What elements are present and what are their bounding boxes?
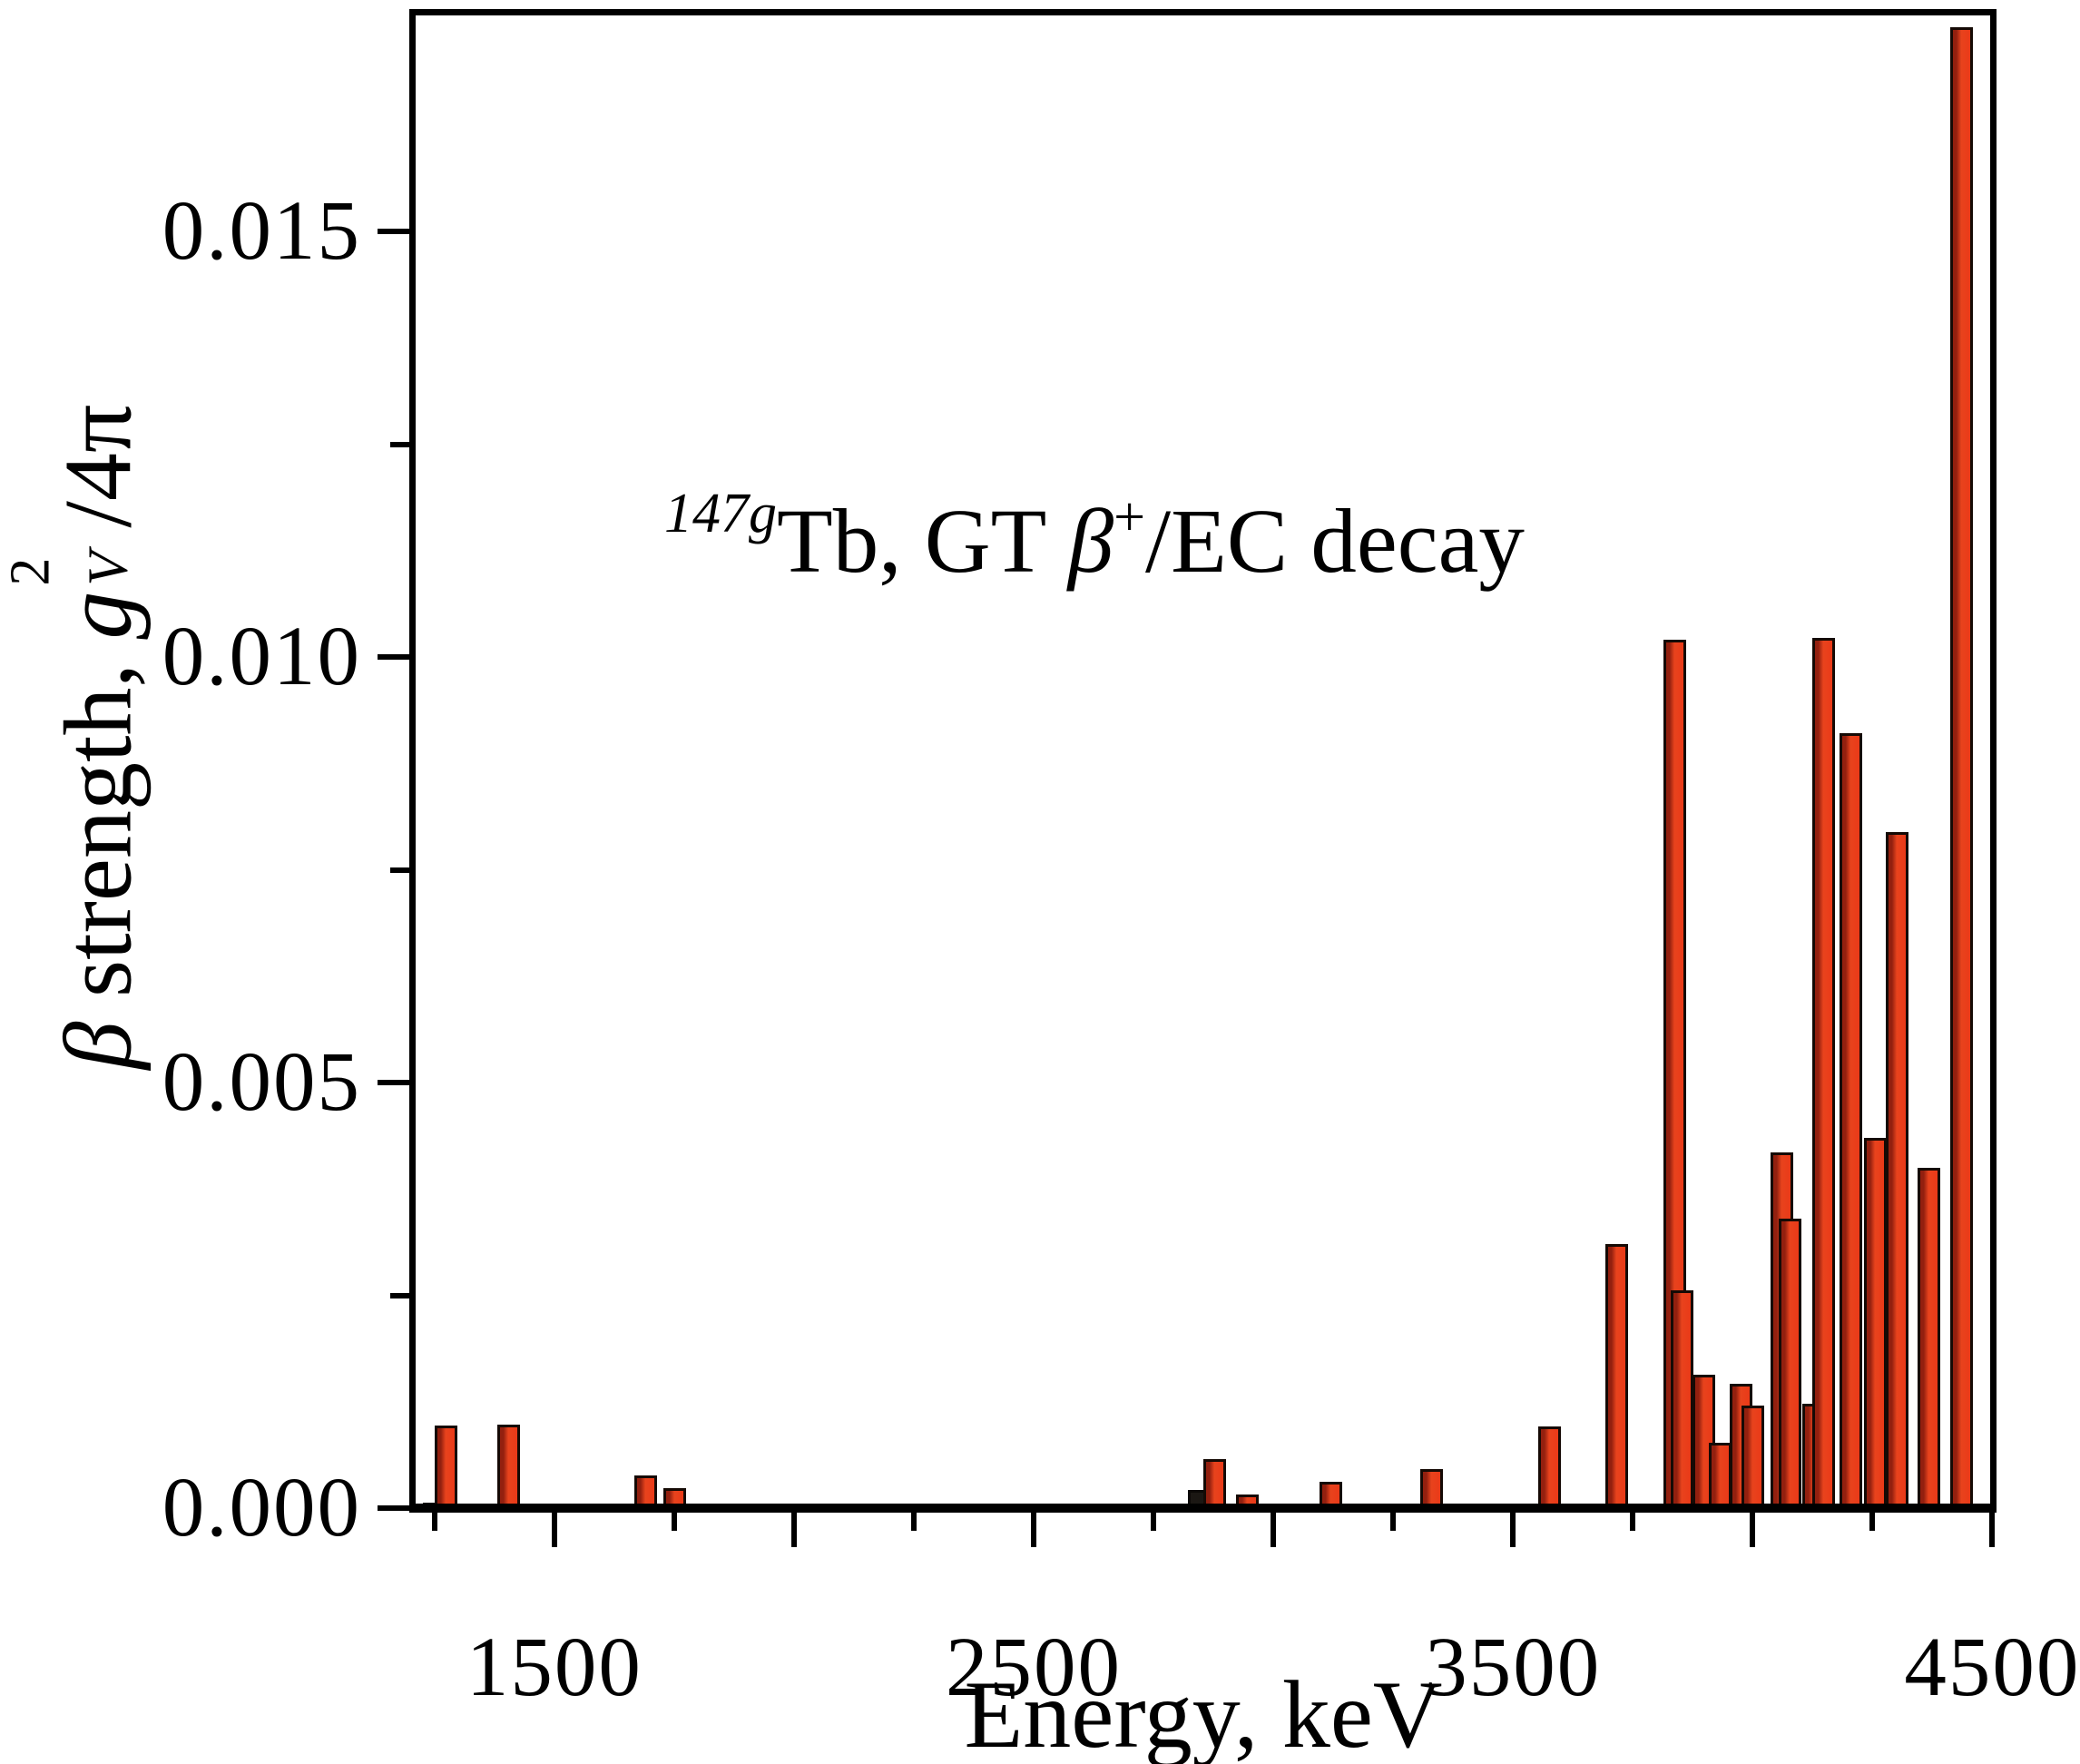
x-major-tick: [551, 1513, 557, 1547]
bar: [1605, 1244, 1629, 1513]
bar: [1863, 1137, 1887, 1513]
x-minor-tick: [1151, 1513, 1157, 1531]
x-minor-tick: [910, 1513, 917, 1531]
x-tick-label: 1500: [466, 1621, 643, 1714]
plot-border-right: [1990, 9, 1997, 1513]
title-mid: , GT: [878, 490, 1068, 592]
x-axis-line: [409, 1504, 1997, 1513]
chart-title: 147gTb, GT β+/EC decay: [664, 459, 1525, 595]
y-major-tick: [378, 1505, 409, 1511]
bar: [1840, 733, 1863, 1513]
beta-plus-superscript: +: [1114, 486, 1146, 548]
x-major-tick: [790, 1513, 797, 1547]
x-minor-tick: [431, 1513, 437, 1531]
bar: [1950, 26, 1974, 1513]
y-minor-tick: [390, 441, 409, 447]
x-minor-tick: [1630, 1513, 1636, 1531]
y-major-tick: [378, 229, 409, 234]
x-major-tick: [1031, 1513, 1037, 1547]
bar: [1779, 1219, 1801, 1513]
y-minor-tick: [390, 867, 409, 873]
y-tick-label: 0.005: [162, 1035, 361, 1129]
bar: [1742, 1406, 1765, 1513]
bar: [1670, 1289, 1693, 1513]
bar: [1886, 832, 1909, 1513]
bar: [1918, 1167, 1941, 1513]
x-minor-tick: [1869, 1513, 1876, 1531]
y-major-tick: [378, 1080, 409, 1085]
x-minor-tick: [671, 1513, 677, 1531]
nuclide: Tb: [777, 490, 879, 592]
isotope-superscript: 147g: [664, 483, 777, 544]
x-major-tick: [1989, 1513, 1996, 1547]
y-tick-label: 0.010: [162, 610, 361, 703]
x-tick-label: 3500: [1425, 1621, 1602, 1714]
x-axis-title: Energy, keV: [964, 1661, 1443, 1764]
x-minor-tick: [1390, 1513, 1397, 1531]
plot-border-top: [409, 9, 1997, 15]
y-title-tail: /4π: [44, 404, 152, 528]
bar: [1811, 638, 1835, 1513]
x-major-tick: [1750, 1513, 1756, 1547]
beta-symbol: β: [1067, 490, 1114, 592]
bar: [435, 1426, 458, 1513]
g-subscript: V: [77, 551, 140, 586]
x-tick-label: 2500: [946, 1621, 1123, 1714]
bar: [497, 1425, 521, 1513]
plot-border-left: [409, 9, 416, 1513]
title-tail: /EC decay: [1145, 490, 1525, 592]
y-axis-title: β strength, g 2 V/4π: [0, 405, 152, 1070]
bar: [1708, 1442, 1732, 1513]
x-tick-label: 4500: [1904, 1621, 2080, 1714]
x-major-tick: [1271, 1513, 1277, 1547]
y-tick-label: 0.015: [162, 184, 361, 278]
y-tick-label: 0.000: [162, 1461, 361, 1554]
x-major-tick: [1510, 1513, 1516, 1547]
bar: [1538, 1426, 1562, 1513]
y-major-tick: [378, 654, 409, 660]
y-minor-tick: [390, 1292, 409, 1298]
